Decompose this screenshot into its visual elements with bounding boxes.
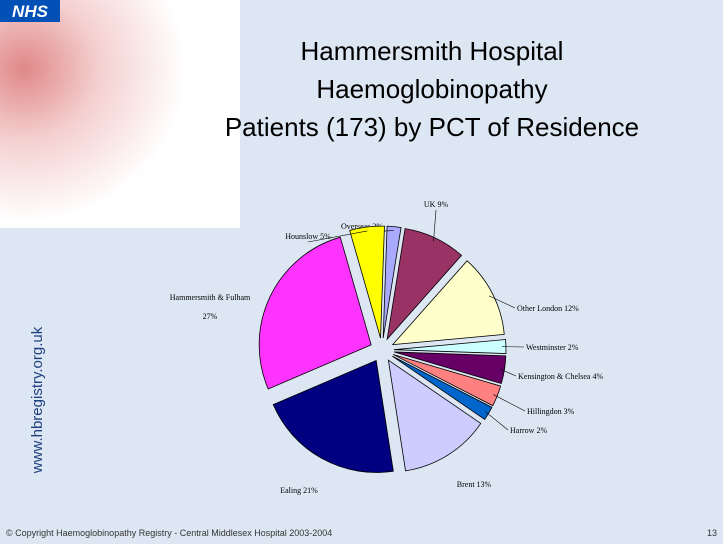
pie-slice [386, 228, 463, 341]
pie-slice [393, 351, 507, 385]
value-label: 27% [203, 312, 218, 321]
slice-label: Brent 13% [457, 480, 492, 489]
value-label: 3% [564, 407, 575, 416]
page-number: 13 [707, 528, 717, 538]
logo-box [0, 0, 60, 22]
leader-line [500, 368, 517, 377]
value-label: 21% [303, 486, 318, 495]
title-line: Haemoglobinopathy [316, 74, 547, 104]
pie: Overseas 2% UK 9% Other London 12% Westmins… [170, 200, 604, 495]
category-name: Brent [457, 480, 476, 489]
value-label: 5% [320, 232, 331, 241]
pie-slice [272, 359, 394, 473]
slice-label: Kensington & Chelsea 4% [518, 372, 603, 381]
category-name: Kensington & Chelsea [518, 372, 591, 381]
slice-label: Hammersmith & Fulham 27% [170, 293, 251, 321]
slice-label: Harrow 2% [510, 426, 547, 435]
value-label: 9% [437, 200, 448, 209]
pie-slice [392, 355, 493, 420]
slice-label: Other London 12% [517, 304, 579, 313]
pie-slice [349, 225, 385, 339]
slice-label: Ealing 21% [280, 486, 318, 495]
pie-slice [382, 225, 402, 339]
pie-slice [387, 359, 482, 472]
website: www.hbregistry.org.uk [29, 326, 46, 474]
value-label: 4% [592, 372, 603, 381]
slice-label: Hillingdon 3% [527, 407, 575, 416]
title-line: Hammersmith Hospital [301, 36, 564, 66]
title-line: Patients (173) by PCT of Residence [225, 112, 639, 142]
leader-line [307, 230, 368, 243]
category-name: Overseas [341, 222, 370, 231]
category-name: Hounslow [285, 232, 318, 241]
leader-line [488, 295, 516, 309]
footer: © Copyright Haemoglobinopathy Registry -… [6, 528, 332, 538]
leader-line [433, 209, 437, 242]
category-name: Other London [517, 304, 562, 313]
category-name: Hammersmith & Fulham [170, 293, 251, 302]
value-label: 2% [568, 343, 579, 352]
slice-label: Westminster 2% [526, 343, 579, 352]
logo: NHS [12, 2, 49, 21]
category-name: Harrow [510, 426, 535, 435]
leader-line [484, 411, 509, 431]
title: Hammersmith Hospital Haemoglobinopathy P… [225, 36, 639, 142]
leader-line [493, 394, 526, 412]
category-name: Hillingdon [527, 407, 562, 416]
slice-label: Hounslow 5% [285, 232, 331, 241]
slice-label: UK 9% [424, 200, 449, 209]
category-name: Westminster [526, 343, 566, 352]
pie-slice [391, 260, 505, 346]
category-name: UK [424, 200, 436, 209]
pie-slice [392, 354, 502, 407]
blood-cells [0, 0, 240, 228]
pie-slice [258, 236, 372, 390]
value-label: 12% [564, 304, 579, 313]
value-label: 13% [477, 480, 492, 489]
value-label: 2% [536, 426, 547, 435]
category-name: Ealing [280, 486, 301, 495]
